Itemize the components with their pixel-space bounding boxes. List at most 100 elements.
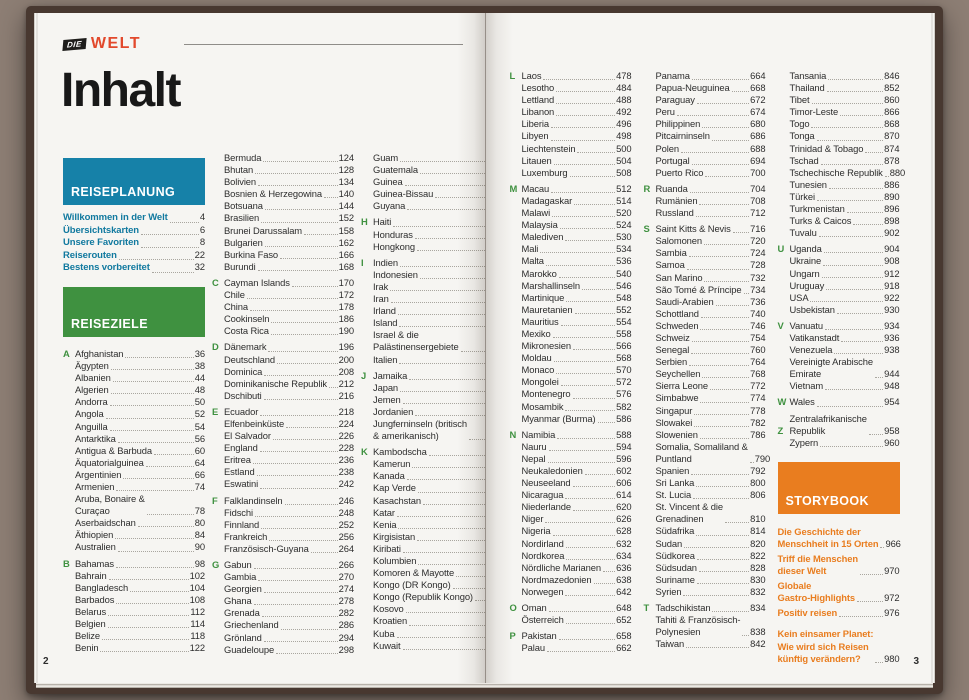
entry-page-number: 208 xyxy=(338,365,354,377)
dot-leader xyxy=(742,635,750,637)
entry-page-number: 786 xyxy=(750,428,766,440)
entry-title: Falklandinseln xyxy=(224,494,283,506)
dot-leader xyxy=(118,259,194,261)
entry-page-number: 274 xyxy=(338,583,354,595)
toc-entry: Chile 172 xyxy=(212,289,354,301)
entry-page-number: 754 xyxy=(750,331,766,343)
toc-entry: Lettland 488 xyxy=(510,94,632,106)
dot-leader xyxy=(695,216,750,218)
entry-title: Albanien xyxy=(75,372,111,384)
toc-entry: Kein einsamer Planet: Wie wird sich Reise… xyxy=(778,628,900,664)
entry-title: Antarktika xyxy=(75,432,116,444)
toc-entry: Liechtenstein 500 xyxy=(510,143,632,155)
toc-entry: Vietnam 948 xyxy=(778,380,900,392)
dot-leader xyxy=(400,390,487,392)
entry-title: Äthiopien xyxy=(75,529,114,541)
toc-entry: Sri Lanka 800 xyxy=(644,477,766,489)
toc-entry: Mosambik 582 xyxy=(510,401,632,413)
entry-page-number: 668 xyxy=(750,82,766,94)
toc-entry: Singapur 778 xyxy=(644,405,766,417)
toc-entry: Portugal 694 xyxy=(644,155,766,167)
dot-leader xyxy=(565,409,616,411)
toc-entry: Südsudan 828 xyxy=(644,562,766,574)
dot-leader xyxy=(691,163,750,165)
entry-title: Kosovo xyxy=(373,603,404,615)
toc-entry: St. Lucia 806 xyxy=(644,489,766,501)
entry-title: Hongkong xyxy=(373,240,415,252)
toc-entry: Nauru 594 xyxy=(510,441,632,453)
entry-title: Brunei Darussalam xyxy=(224,224,303,236)
entry-title: Malta xyxy=(521,255,545,267)
toc-entry: Paraguay 672 xyxy=(644,94,766,106)
toc-entry: Kiribati446 xyxy=(361,543,503,555)
dot-leader xyxy=(416,249,487,251)
entries-col5: Panama 664 Papua-Neuguinea 668 Paraguay 672 Pe… xyxy=(644,70,771,650)
page-left: DIE WELT Inhalt REISEPLANUNG Willkommen … xyxy=(34,13,503,683)
letter-marker: W xyxy=(777,396,787,408)
dot-leader xyxy=(704,244,750,246)
entry-title: Mikronesien xyxy=(521,340,572,352)
entry-page-number: 842 xyxy=(750,638,766,650)
dot-leader xyxy=(263,161,338,163)
entry-title: Slowenien xyxy=(655,428,698,440)
dot-leader xyxy=(556,91,616,93)
entry-page-number: 868 xyxy=(884,118,900,130)
toc-entry: Tschechische Republik 880 xyxy=(778,167,906,179)
entry-page-number: 658 xyxy=(616,630,632,642)
dot-leader xyxy=(545,522,616,524)
toc-entry: Komoren & Mayotte454 xyxy=(361,567,503,579)
toc-entry: Hongkong322 xyxy=(361,241,503,253)
entry-title: Nauru xyxy=(521,440,547,452)
toc-entry: Südkorea 822 xyxy=(644,550,766,562)
toc-entry: Philippinen 680 xyxy=(644,118,766,130)
dot-leader xyxy=(860,574,884,576)
dot-leader xyxy=(686,647,750,649)
entry-title: Singapur xyxy=(655,404,693,416)
dot-leader xyxy=(169,221,199,223)
entry-title: Dschibuti xyxy=(224,389,262,401)
entry-title: Syrien xyxy=(655,585,682,597)
toc-entry: Aserbaidschan 80 xyxy=(63,517,205,529)
entry-page-number: 814 xyxy=(750,525,766,537)
dot-leader xyxy=(409,378,487,380)
entry-title: Norwegen xyxy=(521,585,564,597)
dot-leader xyxy=(841,341,884,343)
entry-page-number: 890 xyxy=(884,190,900,202)
dot-leader xyxy=(397,314,487,316)
dot-leader xyxy=(417,539,487,541)
toc-entry: Trinidad & Tobago 874 xyxy=(778,143,900,155)
toc-entry: Liberia 496 xyxy=(510,118,632,130)
dot-leader xyxy=(816,405,884,407)
entry-page-number: 492 xyxy=(616,106,632,118)
entry-title: Griechenland xyxy=(224,619,279,631)
entry-title: Nepal xyxy=(521,452,546,464)
entry-title: Irland xyxy=(373,305,396,317)
entry-page-number: 512 xyxy=(616,182,632,194)
section-label: REISEPLANUNG xyxy=(71,185,176,199)
entry-title: Australien xyxy=(75,541,116,553)
dot-leader xyxy=(700,328,750,330)
dot-leader xyxy=(263,398,338,400)
toc-entry: Iran346 xyxy=(361,293,503,305)
entry-title: Bestens vorbereitet xyxy=(63,262,150,274)
dot-leader xyxy=(101,639,190,641)
dot-leader xyxy=(109,405,194,407)
toc-entry: Griechenland 286 xyxy=(212,619,354,631)
letter-marker: U xyxy=(777,243,785,255)
dot-leader xyxy=(109,429,194,431)
entry-title: Italien xyxy=(373,353,398,365)
entry-page-number: 664 xyxy=(750,70,766,81)
toc-entry: Nordmazedonien 638 xyxy=(510,574,632,586)
toc-entry: Reiserouten 22 xyxy=(63,250,205,263)
entry-title: Guatemala xyxy=(373,164,418,176)
entry-page-number: 484 xyxy=(616,82,632,94)
dot-leader xyxy=(868,433,884,435)
entry-title: Timor-Leste xyxy=(789,106,839,118)
section-header-storybook: STORYBOOK xyxy=(777,461,900,514)
dot-leader xyxy=(569,175,616,177)
entry-page-number: 774 xyxy=(750,392,766,404)
dot-leader xyxy=(280,628,338,630)
entry-title: Uruguay xyxy=(789,279,825,291)
entry-page-number: 498 xyxy=(616,130,632,142)
toc-entry: Costa Rica 190 xyxy=(212,325,354,337)
